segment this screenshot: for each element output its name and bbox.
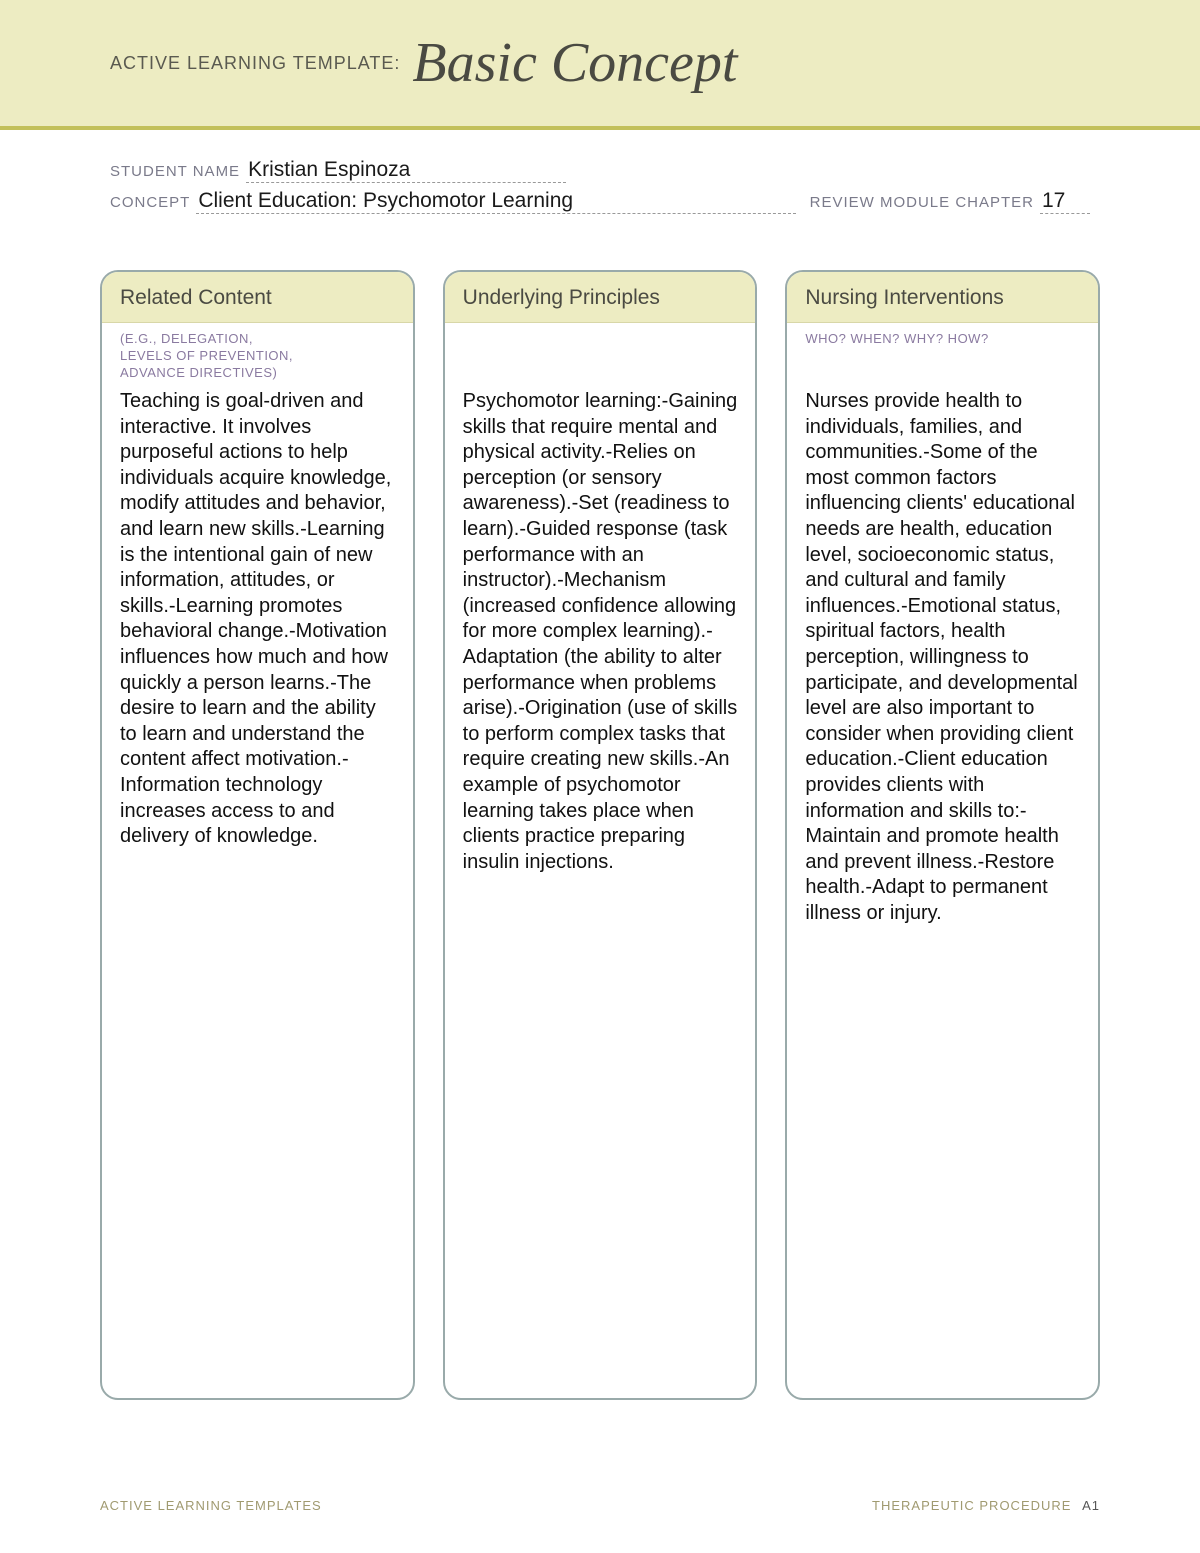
- card-title: Related Content: [102, 272, 413, 323]
- review-module-value: 17: [1040, 189, 1090, 214]
- student-row: STUDENT NAME Kristian Espinoza: [110, 158, 1090, 183]
- header-prefix: ACTIVE LEARNING TEMPLATE:: [110, 53, 400, 74]
- card-nursing-interventions: Nursing Interventions WHO? WHEN? WHY? HO…: [785, 270, 1100, 1400]
- concept-value: Client Education: Psychomotor Learning: [196, 189, 796, 214]
- card-subtitle: WHO? WHEN? WHY? HOW?: [787, 323, 1098, 383]
- review-module-label: REVIEW MODULE CHAPTER: [810, 194, 1034, 211]
- card-subtitle: [445, 323, 756, 383]
- columns: Related Content (E.G., DELEGATION, LEVEL…: [0, 230, 1200, 1400]
- card-related-content: Related Content (E.G., DELEGATION, LEVEL…: [100, 270, 415, 1400]
- review-right: REVIEW MODULE CHAPTER 17: [810, 189, 1090, 214]
- card-body: Teaching is goal-driven and interactive.…: [102, 383, 413, 868]
- meta-block: STUDENT NAME Kristian Espinoza CONCEPT C…: [0, 130, 1200, 230]
- page: ACTIVE LEARNING TEMPLATE: Basic Concept …: [0, 0, 1200, 1553]
- card-body: Nurses provide health to individuals, fa…: [787, 383, 1098, 944]
- concept-left: CONCEPT Client Education: Psychomotor Le…: [110, 189, 810, 214]
- card-title: Underlying Principles: [445, 272, 756, 323]
- footer: ACTIVE LEARNING TEMPLATES THERAPEUTIC PR…: [0, 1498, 1200, 1513]
- card-body: Psychomotor learning:-Gaining skills tha…: [445, 383, 756, 893]
- card-title: Nursing Interventions: [787, 272, 1098, 323]
- card-underlying-principles: Underlying Principles Psychomotor learni…: [443, 270, 758, 1400]
- student-name-label: STUDENT NAME: [110, 163, 240, 180]
- footer-right: THERAPEUTIC PROCEDURE A1: [872, 1498, 1100, 1513]
- concept-label: CONCEPT: [110, 194, 190, 211]
- student-name-value: Kristian Espinoza: [246, 158, 566, 183]
- card-subtitle: (E.G., DELEGATION, LEVELS OF PREVENTION,…: [102, 323, 413, 383]
- header-band: ACTIVE LEARNING TEMPLATE: Basic Concept: [0, 0, 1200, 130]
- header-title: Basic Concept: [412, 31, 737, 95]
- footer-page: A1: [1082, 1498, 1100, 1513]
- concept-row: CONCEPT Client Education: Psychomotor Le…: [110, 189, 1090, 214]
- footer-right-label: THERAPEUTIC PROCEDURE: [872, 1498, 1071, 1513]
- footer-left: ACTIVE LEARNING TEMPLATES: [100, 1498, 322, 1513]
